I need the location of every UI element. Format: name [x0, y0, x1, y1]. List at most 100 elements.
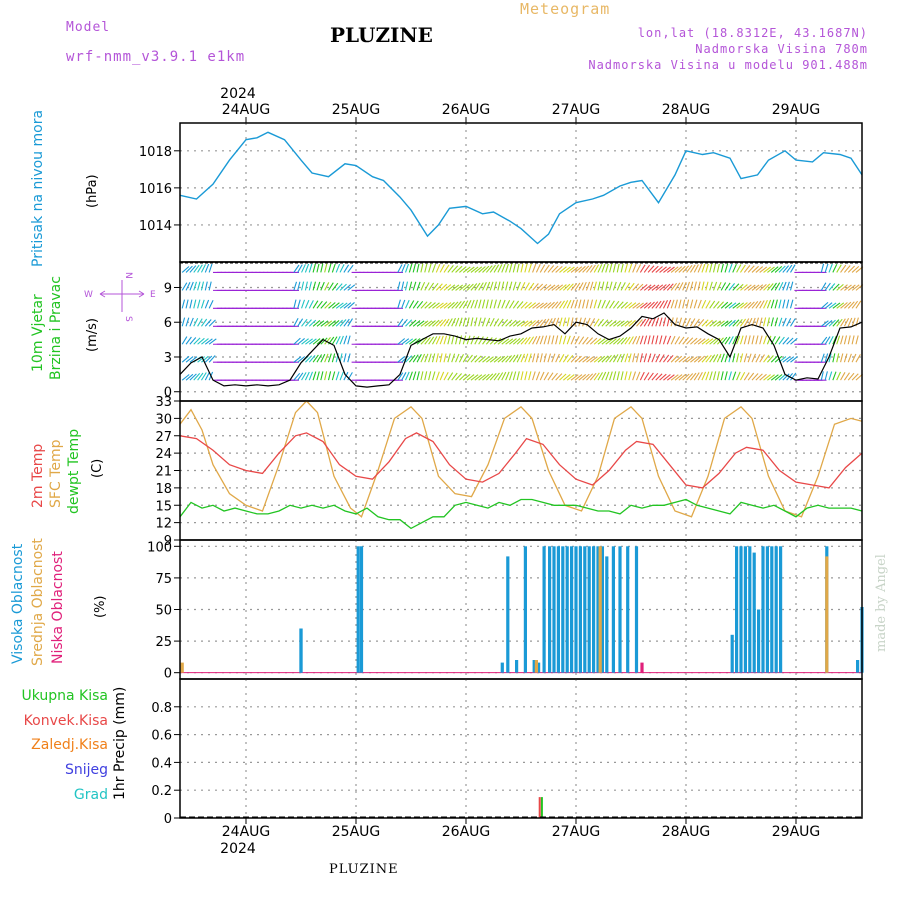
wind-barb — [474, 374, 483, 381]
wind-barb — [501, 319, 509, 327]
wind-barb — [659, 354, 665, 363]
high-cloud-label: Visoka Oblacnost — [10, 543, 26, 664]
wind-barb — [528, 302, 537, 309]
wind-barb — [408, 281, 413, 291]
wind-barb — [605, 263, 609, 273]
wind-barb — [635, 353, 640, 363]
wind-barb — [293, 356, 302, 363]
wind-barb — [535, 371, 541, 381]
wind-barb — [689, 264, 696, 273]
wind-barb — [308, 281, 312, 291]
wind-barb — [759, 335, 763, 345]
wind-barb — [678, 299, 682, 309]
wind-barb — [331, 371, 336, 381]
wind-barb — [643, 372, 650, 381]
wind-barb — [447, 335, 451, 345]
high-cloud-bar — [626, 546, 630, 673]
high-cloud-bar — [299, 628, 303, 673]
wind-barb — [301, 318, 308, 327]
wind-barb — [747, 317, 753, 327]
wind-barb — [408, 354, 416, 363]
wind-barb — [639, 318, 647, 327]
wind-barb — [820, 336, 828, 345]
wind-barb — [312, 300, 319, 309]
wind-barb — [312, 281, 317, 291]
wind-barb — [466, 374, 475, 381]
wind-barb — [743, 318, 750, 327]
wind-barb — [843, 372, 850, 381]
wind-barb — [493, 299, 497, 309]
wind-barb — [524, 371, 528, 381]
wind-barb — [651, 284, 660, 291]
wind-barb — [331, 263, 336, 273]
wind-barb — [497, 281, 501, 291]
wind-barb — [601, 338, 610, 345]
wind-barb — [774, 374, 783, 381]
wind-barb — [751, 353, 757, 363]
wind-barb — [663, 354, 670, 363]
wind-barb — [470, 335, 475, 345]
wind-barb — [732, 302, 741, 309]
wind-barb — [543, 353, 547, 363]
wind-barb — [678, 282, 684, 291]
wind-barb — [647, 335, 651, 345]
y-tick-label: 75 — [155, 572, 172, 587]
top-date-label: 25AUG — [332, 102, 381, 118]
wind-barb — [582, 317, 587, 327]
high-cloud-bar — [537, 662, 541, 673]
sfc-temp-line — [179, 400, 863, 518]
wind-barb — [455, 301, 462, 309]
wind-barb — [401, 318, 408, 327]
wind-barb — [716, 263, 720, 273]
wind-barb — [767, 266, 775, 273]
wind-barb — [620, 301, 628, 309]
wind-barb — [655, 266, 663, 273]
wind-barb — [659, 373, 667, 381]
wind-barb — [570, 355, 578, 363]
wind-barb — [420, 320, 429, 327]
wind-barb — [193, 317, 199, 327]
wind-barb — [320, 281, 325, 291]
wind-barb — [670, 266, 679, 273]
y-tick-label: 0.2 — [151, 784, 172, 799]
wind-barb — [697, 281, 701, 291]
wind-barb — [474, 266, 483, 273]
wind-barb — [405, 319, 413, 327]
wind-barb — [832, 371, 837, 381]
wind-barb — [636, 319, 643, 327]
wind-barb — [293, 372, 301, 381]
wind-barb — [532, 353, 536, 363]
wind-barb — [597, 338, 606, 345]
wind-barb — [451, 335, 455, 345]
wind-barb — [828, 353, 832, 363]
wind-barb — [501, 338, 510, 345]
wind-barb — [297, 356, 306, 363]
wind-barb — [724, 282, 731, 291]
wind-barb — [408, 263, 413, 273]
wind-barb — [670, 335, 676, 345]
wind-barb — [747, 335, 751, 345]
wind-barb — [528, 353, 532, 363]
wind-barb — [478, 336, 484, 345]
wind-barb — [566, 283, 574, 291]
wind-barb — [343, 264, 350, 273]
wind-barb — [447, 301, 455, 309]
wind-barb — [405, 355, 413, 363]
wind-barb — [208, 355, 216, 363]
wind-barb — [181, 374, 190, 381]
wind-barb — [401, 263, 406, 273]
wind-barb — [505, 300, 511, 309]
wind-barb — [485, 281, 491, 291]
wind-barb — [470, 283, 478, 291]
wind-barb — [570, 374, 579, 381]
wind-barb — [200, 281, 205, 291]
wind-barb — [832, 283, 840, 291]
wind-barb — [636, 302, 644, 309]
wind-ylabel-1: 10m Vjetar — [30, 294, 46, 372]
wind-barb — [820, 263, 825, 273]
wind-barb — [493, 356, 502, 363]
wind-barb — [459, 373, 467, 381]
wind-barb — [612, 281, 617, 291]
wind-barb — [528, 336, 535, 345]
wind-barb — [489, 264, 496, 273]
